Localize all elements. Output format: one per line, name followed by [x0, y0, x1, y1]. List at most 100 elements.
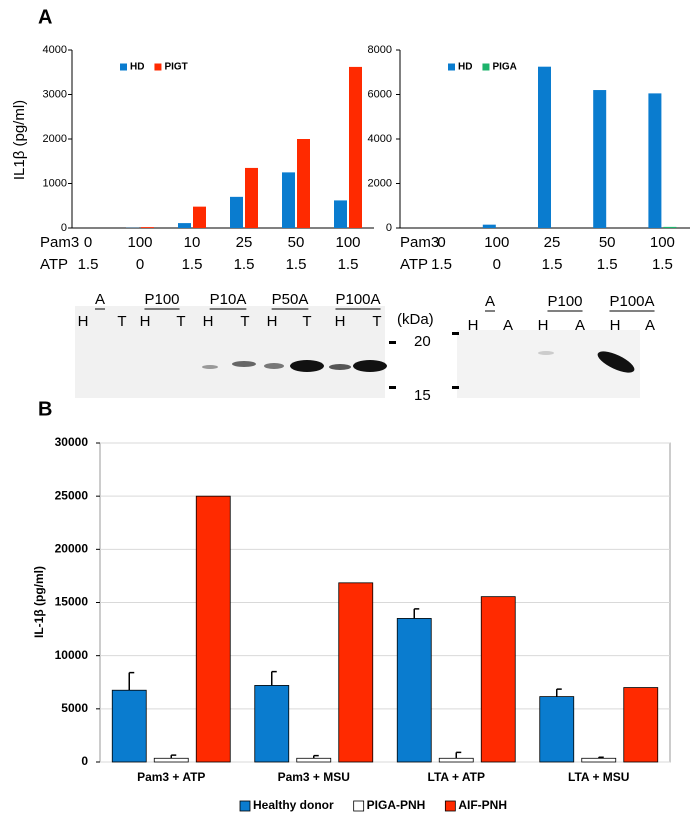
- marker-dash: [389, 341, 396, 344]
- y-tick-label: 8000: [368, 44, 392, 56]
- y-axis-label: IL-1β (pg/ml): [32, 566, 46, 638]
- x-tick-label: 25: [544, 234, 561, 251]
- legend-swatch: [154, 64, 161, 71]
- y-tick-label: 5000: [61, 701, 88, 715]
- lane-label: T: [176, 313, 185, 330]
- bar: [112, 690, 146, 762]
- chart: 01000200030004000IL1β (pg/ml)01.51000101…: [11, 44, 374, 273]
- legend-swatch: [445, 801, 455, 811]
- bar: [334, 200, 347, 228]
- lane-label: H: [538, 317, 549, 334]
- y-tick-label: 0: [61, 222, 67, 234]
- lane-label: T: [302, 313, 311, 330]
- y-tick-label: 2000: [368, 177, 392, 189]
- error-bar: [272, 672, 277, 686]
- x-tick-label: 50: [288, 234, 305, 251]
- marker-dash: [452, 386, 459, 389]
- x-tick-label: 1.5: [542, 256, 563, 273]
- x-tick-label: 50: [599, 234, 616, 251]
- x-tick-label: 100: [484, 234, 509, 251]
- bar: [624, 688, 658, 762]
- bar: [481, 597, 515, 762]
- bar: [196, 496, 230, 762]
- y-tick-label: 15000: [55, 595, 89, 609]
- legend-swatch: [448, 64, 455, 71]
- blot-group-label: P100A: [609, 293, 654, 310]
- legend-swatch: [120, 64, 127, 71]
- legend-label: PIGT: [164, 62, 187, 73]
- legend-swatch: [240, 801, 250, 811]
- y-tick-label: 2000: [43, 133, 67, 145]
- panel-label: B: [38, 398, 52, 420]
- blot-image: [75, 306, 640, 398]
- bar: [193, 207, 206, 228]
- unit-label: (kDa): [397, 311, 434, 328]
- row-label: Pam3: [400, 234, 439, 251]
- x-tick-label: 1.5: [182, 256, 203, 273]
- lane-label: A: [503, 317, 513, 334]
- x-tick-label: LTA + MSU: [568, 770, 629, 784]
- x-tick-label: 1.5: [338, 256, 359, 273]
- x-tick-label: 1.5: [78, 256, 99, 273]
- bar: [349, 67, 362, 228]
- x-tick-label: 1.5: [234, 256, 255, 273]
- legend-swatch: [354, 801, 364, 811]
- x-tick-label: Pam3 + MSU: [278, 770, 350, 784]
- band: [353, 360, 387, 372]
- marker-label: 20: [414, 333, 431, 350]
- x-tick-label: 1.5: [597, 256, 618, 273]
- marker-label: 15: [414, 387, 431, 404]
- x-tick-label: 1.5: [652, 256, 673, 273]
- bar: [297, 139, 310, 228]
- y-tick-label: 4000: [43, 44, 67, 56]
- lane-label: A: [645, 317, 655, 334]
- bar: [178, 223, 191, 228]
- legend-label: PIGA: [492, 62, 516, 73]
- x-tick-label: 0: [136, 256, 144, 273]
- bar: [154, 758, 188, 762]
- panel-label: A: [38, 6, 52, 28]
- legend-label: Healthy donor: [253, 798, 334, 812]
- band: [202, 365, 218, 369]
- lane-label: H: [203, 313, 214, 330]
- legend-label: HD: [458, 62, 472, 73]
- bar: [538, 67, 551, 228]
- figure: A B (kDa) 20 15 AP100P10AP50AP100AHTHTHT…: [0, 0, 693, 821]
- lane-label: T: [117, 313, 126, 330]
- bar: [245, 168, 258, 228]
- legend-label: PIGA-PNH: [367, 798, 426, 812]
- row-label: ATP: [40, 256, 68, 273]
- x-tick-label: 1.5: [431, 256, 452, 273]
- legend-label: AIF-PNH: [458, 798, 507, 812]
- band: [232, 361, 256, 367]
- blot-group-label: P100: [144, 291, 179, 308]
- band: [290, 360, 324, 372]
- y-tick-label: 0: [386, 222, 392, 234]
- row-label: Pam3: [40, 234, 79, 251]
- y-tick-label: 0: [81, 754, 88, 768]
- marker-dash: [389, 386, 396, 389]
- row-label: ATP: [400, 256, 428, 273]
- error-bar: [557, 689, 562, 696]
- blot-labels: (kDa) 20 15: [397, 311, 434, 404]
- lane-label: H: [610, 317, 621, 334]
- blot-group-label: A: [95, 291, 105, 308]
- bar: [593, 90, 606, 228]
- x-tick-label: 1.5: [286, 256, 307, 273]
- y-tick-label: 10000: [55, 648, 89, 662]
- x-tick-label: LTA + ATP: [428, 770, 485, 784]
- band: [329, 364, 351, 370]
- x-tick-label: 100: [650, 234, 675, 251]
- blot-group-label: P10A: [210, 291, 247, 308]
- lane-label: T: [372, 313, 381, 330]
- lane-label: H: [335, 313, 346, 330]
- band: [264, 363, 284, 369]
- chart: 0200040006000800001.51000251.5501.51001.…: [368, 44, 690, 273]
- error-bar: [414, 609, 419, 619]
- y-tick-label: 30000: [55, 435, 89, 449]
- bar: [230, 197, 243, 228]
- blot-group-label: A: [485, 293, 495, 310]
- y-tick-label: 6000: [368, 88, 392, 100]
- page: {"panel_labels": ["A", "B"], "chart_data…: [0, 0, 693, 821]
